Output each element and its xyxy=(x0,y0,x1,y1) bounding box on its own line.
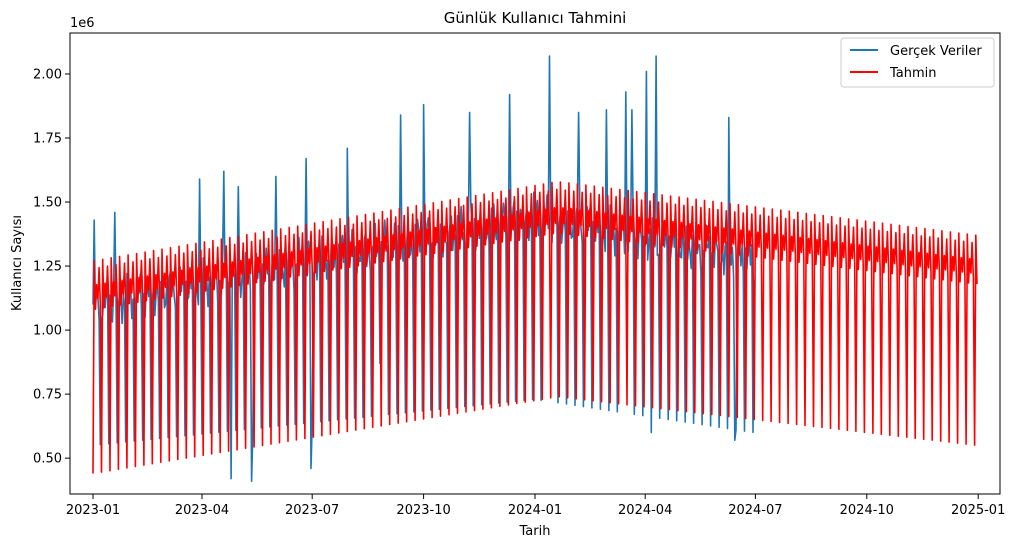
y-tick-label: 1.00 xyxy=(33,324,62,339)
x-tick-label: 2024-10 xyxy=(840,503,894,518)
x-tick-label: 2024-04 xyxy=(618,503,672,518)
series-line-forecast xyxy=(92,181,978,474)
y-tick-label: 1.50 xyxy=(33,196,62,211)
y-tick-label: 2.00 xyxy=(33,67,62,82)
x-tick-label: 2023-04 xyxy=(175,503,229,518)
y-tick-label: 1.25 xyxy=(33,260,62,275)
x-tick-label: 2024-07 xyxy=(728,503,782,518)
chart-title: Günlük Kullanıcı Tahmini xyxy=(444,9,627,27)
y-axis-title: Kullanıcı Sayısı xyxy=(10,215,25,311)
y-tick-label: 0.50 xyxy=(33,452,62,467)
y-tick-label: 0.75 xyxy=(33,388,62,403)
x-axis-title: Tarih xyxy=(519,524,551,539)
legend: Gerçek Veriler Tahmin xyxy=(840,37,995,88)
y-axis: 0.50 0.75 1.00 1.25 1.50 1.75 2.00 xyxy=(33,67,70,467)
x-tick-label: 2025-01 xyxy=(951,503,1005,518)
legend-label-forecast: Tahmin xyxy=(889,66,937,81)
series-layer xyxy=(92,55,978,483)
y-offset-label: 1e6 xyxy=(70,16,95,31)
x-tick-label: 2023-01 xyxy=(66,503,120,518)
legend-box xyxy=(840,37,995,88)
series-line-actual xyxy=(92,55,755,483)
x-tick-label: 2023-10 xyxy=(396,503,450,518)
y-tick-label: 1.75 xyxy=(33,132,62,147)
x-tick-label: 2023-07 xyxy=(285,503,339,518)
legend-label-actual: Gerçek Veriler xyxy=(890,44,982,59)
x-tick-label: 2024-01 xyxy=(508,503,562,518)
x-axis: 2023-01 2023-04 2023-07 2023-10 2024-01 2024-… xyxy=(66,494,1005,518)
